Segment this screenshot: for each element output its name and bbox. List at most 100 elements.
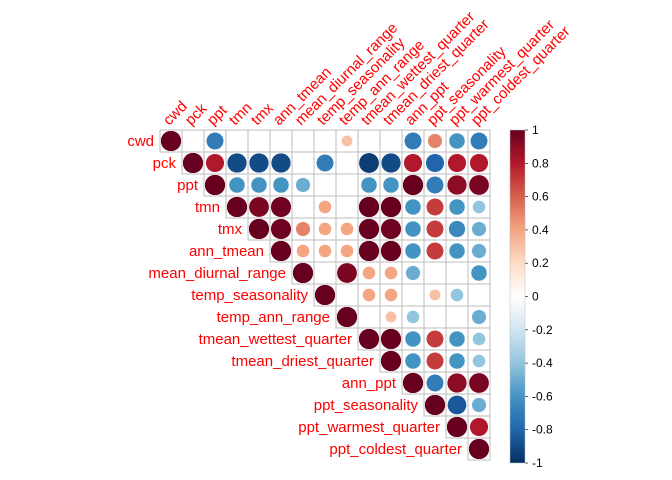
- grid-cell: [467, 437, 491, 461]
- correlation-circle: [450, 288, 464, 302]
- correlation-circle: [296, 244, 310, 258]
- correlation-circle: [362, 288, 376, 302]
- colorbar-tick-label: 0.4: [532, 223, 549, 237]
- correlation-circle: [226, 196, 248, 218]
- correlation-circle: [358, 328, 380, 350]
- correlation-circle: [468, 438, 490, 460]
- correlation-circle: [448, 330, 466, 348]
- correlation-circle: [336, 306, 358, 328]
- correlation-circle: [292, 262, 314, 284]
- correlation-circle: [341, 135, 353, 147]
- correlation-circle: [426, 220, 444, 238]
- correlation-circle: [404, 132, 422, 150]
- correlation-circle: [471, 397, 487, 413]
- correlation-circle: [446, 372, 468, 394]
- correlation-circle: [406, 310, 420, 324]
- correlation-circle: [472, 200, 486, 214]
- correlation-circle: [426, 330, 444, 348]
- correlation-circle: [318, 200, 332, 214]
- correlation-circle: [228, 176, 246, 194]
- correlation-circle: [336, 262, 358, 284]
- correlation-circle: [404, 242, 422, 260]
- correlation-circle: [404, 220, 422, 238]
- correlation-circle: [206, 132, 224, 150]
- correlation-circle: [448, 242, 466, 260]
- grid-cell: [335, 151, 359, 175]
- colorbar-tick-label: -0.2: [532, 323, 553, 337]
- correlation-circle: [403, 153, 423, 173]
- grid-cell: [291, 151, 315, 175]
- correlation-circle: [404, 330, 422, 348]
- correlation-circle: [471, 221, 487, 237]
- correlation-circle: [318, 222, 332, 236]
- grid-cell: [313, 173, 337, 197]
- correlation-circle: [448, 198, 466, 216]
- grid-cell: [379, 129, 403, 153]
- grid-cell: [445, 261, 469, 285]
- grid-cell: [313, 129, 337, 153]
- correlation-circle: [469, 417, 489, 437]
- colorbar-tick-label: -1: [532, 456, 543, 470]
- correlation-circle: [471, 243, 487, 259]
- correlation-circle: [448, 220, 466, 238]
- correlation-circle: [358, 196, 380, 218]
- correlation-circle: [270, 152, 292, 174]
- grid-cell: [357, 305, 381, 329]
- correlation-circle: [446, 416, 468, 438]
- grid-cell: [335, 283, 359, 307]
- correlation-circle: [405, 265, 421, 281]
- matrix-grid: [159, 129, 491, 461]
- row-label: ppt_warmest_quarter: [298, 419, 440, 436]
- correlation-circle: [358, 240, 380, 262]
- row-label: ann_ppt: [342, 375, 397, 392]
- correlation-circle: [447, 395, 467, 415]
- correlation-circle: [358, 152, 380, 174]
- row-label: ppt_seasonality: [314, 397, 419, 414]
- row-label: tmn: [195, 199, 220, 216]
- grid-cell: [269, 129, 293, 153]
- correlation-circle: [446, 174, 468, 196]
- correlation-circle: [471, 309, 487, 325]
- correlation-circle: [427, 133, 443, 149]
- correlation-circle: [380, 196, 402, 218]
- correlation-circle: [248, 196, 270, 218]
- row-label: cwd: [127, 133, 154, 150]
- grid-cell: [291, 195, 315, 219]
- grid-cell: [335, 173, 359, 197]
- colorbar-tick-label: -0.4: [532, 356, 553, 370]
- correlation-circle: [424, 394, 446, 416]
- correlation-circle: [426, 198, 444, 216]
- row-label: ann_tmean: [189, 243, 264, 260]
- correlation-circle: [204, 174, 226, 196]
- grid-cell: [247, 129, 271, 153]
- correlation-circle: [316, 154, 334, 172]
- correlation-circle: [426, 352, 444, 370]
- colorbar-tick-label: 0.2: [532, 256, 549, 270]
- correlation-circle: [384, 288, 398, 302]
- correlation-circle: [205, 153, 225, 173]
- row-label: tmean_wettest_quarter: [199, 331, 352, 348]
- grid-cell: [291, 129, 315, 153]
- row-label: tmx: [218, 221, 243, 238]
- correlation-circle: [469, 153, 489, 173]
- colorbar-tick-label: 0.8: [532, 156, 549, 170]
- grid-cell: [181, 129, 205, 153]
- row-label: ppt_coldest_quarter: [329, 441, 462, 458]
- row-label: ppt: [177, 177, 199, 194]
- correlation-circle: [380, 152, 402, 174]
- correlation-circle: [425, 153, 445, 173]
- correlation-circle: [402, 372, 424, 394]
- correlation-circle: [380, 218, 402, 240]
- grid-cell: [401, 283, 425, 307]
- colorbar: [509, 129, 526, 464]
- grid-cell: [357, 129, 381, 153]
- correlation-circle: [426, 374, 444, 392]
- grid-cell: [423, 305, 447, 329]
- correlation-circle: [472, 354, 486, 368]
- correlation-circle: [380, 240, 402, 262]
- correlation-circle: [248, 218, 270, 240]
- row-label: pck: [153, 155, 177, 172]
- correlation-circle: [429, 289, 441, 301]
- correlation-circle: [272, 176, 290, 194]
- correlation-circle: [314, 284, 336, 306]
